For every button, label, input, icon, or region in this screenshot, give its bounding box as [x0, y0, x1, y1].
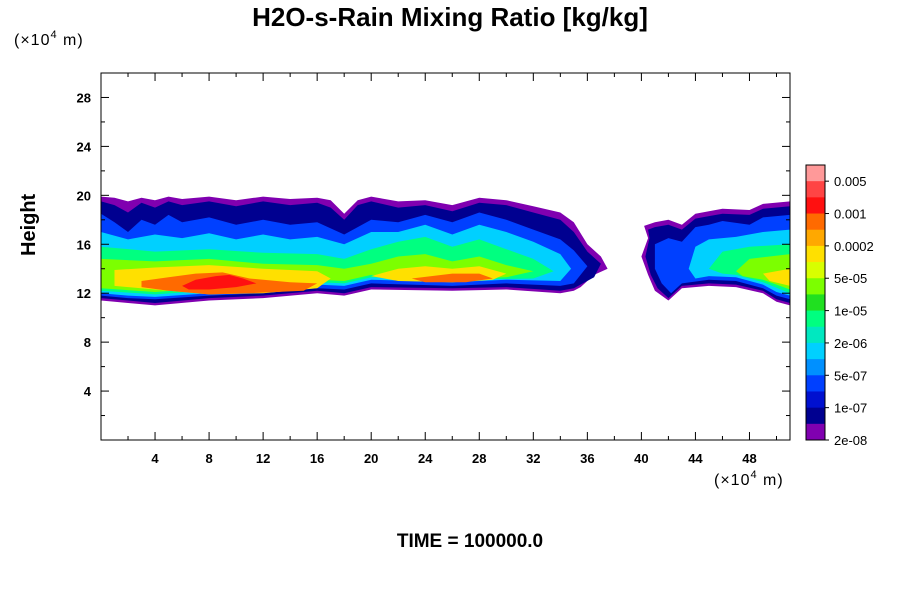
colorbar-label: 0.0002 [834, 239, 874, 254]
colorbar-swatch [806, 391, 825, 409]
x-tick-label: 24 [418, 451, 433, 466]
y-tick-label: 20 [77, 188, 91, 203]
y-tick-label: 24 [77, 139, 92, 154]
x-unit-exponent: 4 [750, 469, 758, 481]
x-tick-label: 12 [256, 451, 270, 466]
colorbar-label: 5e-05 [834, 271, 867, 286]
y-tick-label: 28 [77, 90, 91, 105]
colorbar-label: 0.001 [834, 207, 867, 222]
colorbar-swatch [806, 262, 825, 279]
contour-layer-14 [763, 268, 790, 286]
y-unit-suffix: m) [57, 32, 84, 49]
x-tick-label: 36 [580, 451, 594, 466]
colorbar-swatch [806, 359, 825, 376]
y-tick-label: 16 [77, 237, 91, 252]
colorbar-label: 2e-08 [834, 433, 867, 448]
contour-layer-17 [182, 274, 257, 290]
x-tick-label: 16 [310, 451, 324, 466]
colorbar-swatch [806, 407, 825, 425]
y-axis-unit: (×104 m) [14, 29, 84, 50]
colorbar-swatch [806, 165, 825, 182]
contour-field [101, 196, 790, 306]
colorbar: 0.005 0.001 0.0002 5e-05 1e-05 2e-06 5e-07 1e-0… [805, 164, 874, 448]
x-tick-label: 44 [688, 451, 703, 466]
x-tick-label: 8 [205, 451, 212, 466]
colorbar-frame [805, 164, 826, 441]
y-unit-prefix: (×10 [14, 32, 51, 49]
x-tick-label: 20 [364, 451, 378, 466]
colorbar-swatch [806, 310, 825, 328]
y-tick-label: 12 [77, 286, 91, 301]
x-unit-suffix: m) [757, 472, 784, 489]
x-tick-label: 4 [151, 451, 159, 466]
y-tick-label: 8 [84, 335, 91, 350]
colorbar-swatch [806, 197, 825, 214]
time-label: TIME = 100000.0 [396, 531, 544, 552]
colorbar-swatch [806, 375, 825, 392]
x-tick-label: 48 [742, 451, 756, 466]
x-unit-prefix: (×10 [714, 472, 751, 489]
colorbar-swatch [806, 342, 825, 360]
colorbar-swatch [806, 229, 825, 247]
x-axis: 4 8 12 16 20 24 28 32 36 40 44 48 [127, 73, 777, 466]
y-unit-exponent: 4 [50, 29, 58, 41]
colorbar-swatch [806, 245, 825, 263]
colorbar-swatch [806, 213, 825, 231]
colorbar-label: 5e-07 [834, 368, 867, 383]
x-axis-unit: (×104 m) [714, 469, 784, 490]
colorbar-swatch [806, 326, 825, 344]
colorbar-swatch [806, 278, 825, 295]
x-tick-label: 40 [634, 451, 648, 466]
contour-layer-16 [411, 273, 493, 283]
plot-frame [100, 72, 791, 441]
colorbar-swatch [806, 181, 825, 198]
colorbar-swatch [806, 294, 825, 311]
colorbar-label: 2e-06 [834, 336, 867, 351]
y-tick-label: 4 [84, 384, 92, 399]
y-axis: 4 8 12 16 20 24 28 [77, 90, 790, 417]
colorbar-label: 0.005 [834, 174, 867, 189]
x-tick-label: 32 [526, 451, 540, 466]
colorbar-swatch [806, 423, 825, 441]
colorbar-label: 1e-05 [834, 304, 867, 319]
colorbar-label: 1e-07 [834, 401, 867, 416]
chart-title: H2O-s-Rain Mixing Ratio [kg/kg] [252, 2, 648, 32]
x-tick-label: 28 [472, 451, 486, 466]
